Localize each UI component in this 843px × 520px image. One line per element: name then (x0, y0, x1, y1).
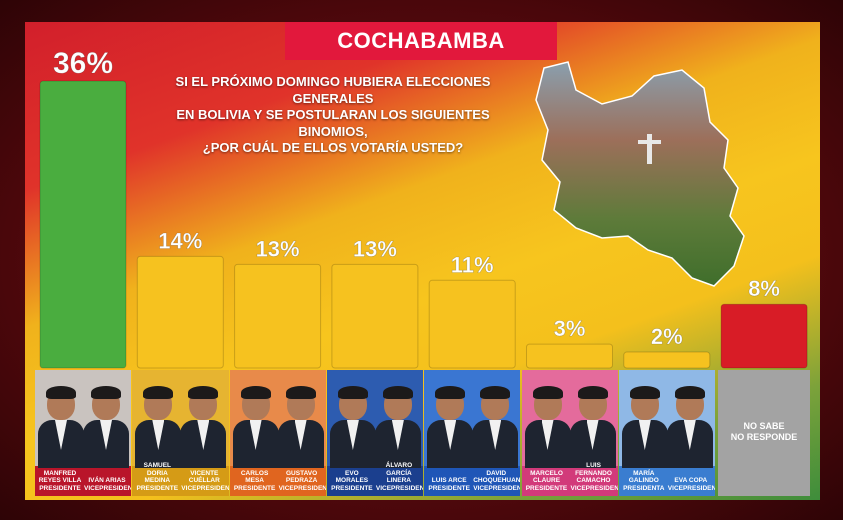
name-plate (132, 466, 229, 496)
president-photo (232, 386, 279, 468)
vice-president-photo (472, 386, 519, 468)
vice-president-photo (569, 386, 616, 468)
vice-president-name: LUIS FERNANDO CAMACHO (575, 462, 612, 484)
president-photo (135, 386, 182, 468)
vice-president-role: VICEPRESIDENTA (667, 484, 716, 492)
vice-president-label: GUSTAVO PEDRAZAVICEPRESIDENTE (278, 469, 326, 493)
name-plate (326, 466, 424, 496)
bar-value-label-6: 3% (554, 316, 586, 341)
vice-president-photo (180, 386, 227, 468)
question-line-3: ¿POR CUÁL DE ELLOS VOTARÍA USTED? (202, 140, 464, 155)
president-photo (524, 386, 571, 468)
president-name: MARÍA GALINDO (628, 469, 659, 485)
vice-president-name: EVA COPA (674, 477, 708, 484)
name-plate (521, 466, 618, 496)
vice-president-photo (277, 386, 324, 468)
president-name: MANFRED REYES VILLA (38, 469, 82, 485)
president-name: CARLOS MESA (240, 469, 269, 485)
president-role: PRESIDENTE (233, 484, 276, 492)
president-role: PRESIDENTA (623, 484, 665, 492)
vice-president-photo (83, 386, 129, 468)
bar-4 (331, 263, 419, 369)
president-label: MARCELO CLAURE PRESIDENTE (524, 470, 570, 493)
undecided-label-2: NO RESPONDE (730, 432, 798, 442)
president-role: PRESIDENTE (428, 484, 470, 492)
president-label: MARÍA GALINDO PRESIDENTA (621, 470, 667, 493)
bar-5 (428, 279, 516, 369)
president-label: MANFRED REYES VILLA PRESIDENTE (37, 470, 83, 493)
bar-7 (623, 351, 711, 369)
bar-value-label-5: 11% (451, 252, 494, 277)
undecided-label-1: NO SABE (743, 421, 785, 431)
undecided-panel: NO SABE NO RESPONDE (718, 370, 810, 496)
bar-value-label-1: 36% (53, 47, 113, 80)
president-photo (427, 386, 474, 468)
vice-president-role: VICEPRESIDENTE (181, 484, 229, 492)
bar-value-label-3: 13% (256, 236, 300, 261)
bar-value-label-2: 14% (158, 228, 202, 253)
bar-value-label-7: 2% (651, 324, 683, 349)
candidate-card-4: EVO MORALES PRESIDENTE ÁLVARO GARCÍA LINER… (326, 370, 424, 496)
president-photo (329, 386, 376, 468)
bar-value-label-4: 13% (353, 236, 397, 261)
president-photo (621, 386, 668, 468)
vice-president-name: GUSTAVO PEDRAZA (285, 469, 318, 485)
president-label: SAMUEL DORIA MEDINA PRESIDENTE (134, 462, 180, 492)
president-role: PRESIDENTE (136, 484, 179, 492)
name-plate (35, 466, 132, 496)
president-label: LUIS ARCE PRESIDENTE (426, 477, 472, 492)
president-label: EVO MORALES PRESIDENTE (329, 470, 375, 493)
bar-2 (136, 255, 224, 369)
name-plate (424, 466, 521, 496)
president-label: CARLOS MESA PRESIDENTE (232, 470, 278, 493)
question-line-2: EN BOLIVIA Y SE POSTULARAN LOS SIGUIENTE… (176, 107, 490, 139)
cochabamba-map-photo (535, 61, 745, 287)
vice-president-role: VICEPRESIDENTE (570, 484, 618, 492)
president-name: LUIS ARCE (431, 477, 467, 484)
question-line-1: SI EL PRÓXIMO DOMINGO HUBIERA ELECCIONES… (175, 74, 491, 106)
president-name: EVO MORALES (335, 469, 369, 485)
page-title: COCHABAMBA (285, 22, 557, 60)
vice-president-label: DAVID CHOQUEHUANCAVICEPRESIDENTE (473, 469, 521, 493)
vice-president-photo (374, 386, 421, 468)
vice-president-role: VICEPRESIDENTE (375, 484, 424, 492)
vice-president-photo (666, 386, 713, 468)
vice-president-name: ÁLVARO GARCÍA LINERA (385, 462, 413, 484)
survey-question: SI EL PRÓXIMO DOMINGO HUBIERA ELECCIONES… (148, 74, 518, 157)
president-role: PRESIDENTE (525, 484, 568, 492)
candidate-card-1: MANFRED REYES VILLA PRESIDENTE IVÁN ARIAS V… (35, 370, 132, 496)
name-plate (229, 466, 326, 496)
vice-president-label: IVÁN ARIASVICEPRESIDENTE (84, 477, 132, 492)
name-plate (618, 466, 716, 496)
bar-1 (39, 80, 127, 369)
bar-8 (720, 303, 808, 369)
president-name: SAMUEL DORIA MEDINA (143, 462, 172, 484)
president-photo (38, 386, 84, 468)
vice-president-name: IVÁN ARIAS (88, 477, 126, 484)
president-name: MARCELO CLAURE (530, 469, 563, 485)
vice-president-name: DAVID CHOQUEHUANCA (473, 469, 521, 485)
vice-president-role: VICEPRESIDENTE (84, 484, 132, 492)
bar-6 (526, 343, 613, 369)
vice-president-label: ÁLVARO GARCÍA LINERAVICEPRESIDENTE (375, 462, 424, 492)
candidate-card-7: MARÍA GALINDO PRESIDENTA EVA COPA VICEPRESI… (618, 370, 716, 496)
bar-value-label-8: 8% (748, 276, 780, 301)
vice-president-label: VICENTE CUÉLLARVICEPRESIDENTE (181, 469, 229, 493)
candidate-card-6: MARCELO CLAURE PRESIDENTE LUIS FERNANDO CA… (521, 370, 618, 496)
candidate-card-2: SAMUEL DORIA MEDINA PRESIDENTE VICENTE CUÉ… (132, 370, 229, 496)
vice-president-label: EVA COPAVICEPRESIDENTA (667, 477, 716, 492)
vice-president-label: LUIS FERNANDO CAMACHOVICEPRESIDENTE (570, 462, 618, 492)
president-role: PRESIDENTE (331, 484, 373, 492)
vice-president-role: VICEPRESIDENTE (473, 484, 521, 492)
vice-president-role: VICEPRESIDENTE (278, 484, 326, 492)
president-role: PRESIDENTE (39, 484, 81, 492)
vice-president-name: VICENTE CUÉLLAR (188, 469, 220, 485)
candidate-card-3: CARLOS MESA PRESIDENTE GUSTAVO PEDRAZA VICE… (229, 370, 326, 496)
bar-3 (234, 263, 322, 369)
